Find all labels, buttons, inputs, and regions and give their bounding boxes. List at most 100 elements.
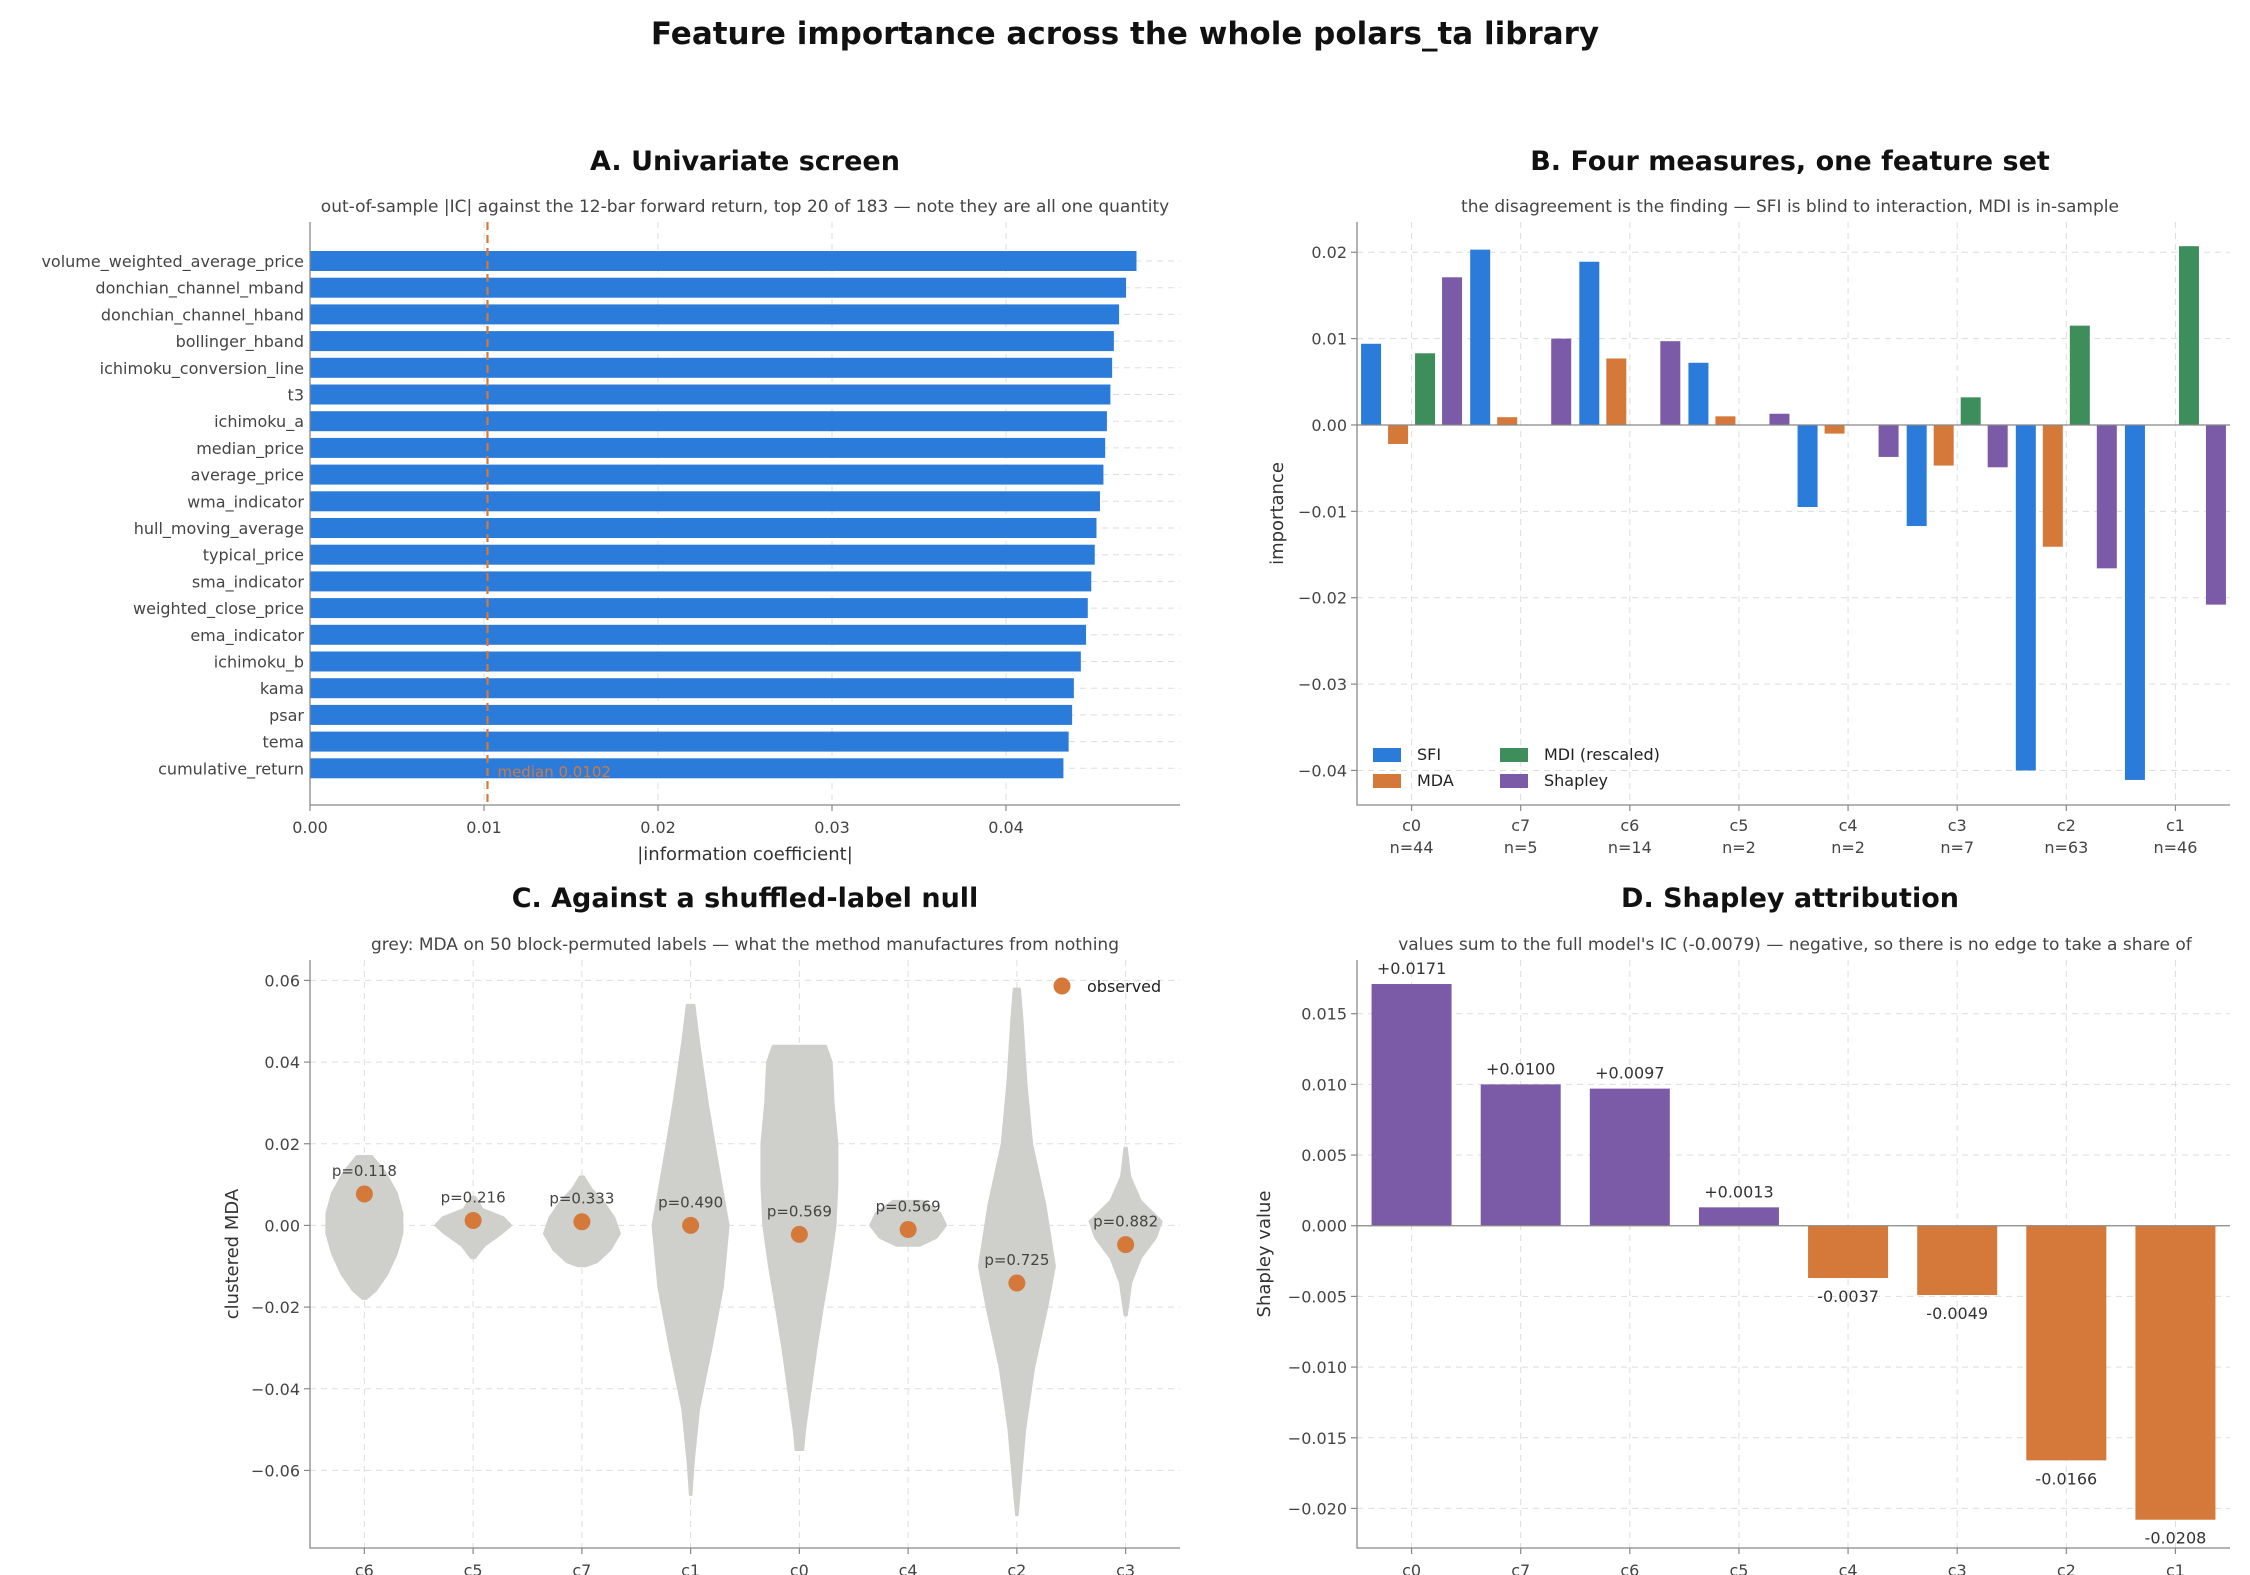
panel-a-category-label: psar [269, 706, 304, 725]
panel-d-bar [1698, 1207, 1779, 1226]
panel-d-category-label: c2 [2057, 1561, 2076, 1575]
panel-d-ytick-label: −0.005 [1288, 1287, 1347, 1306]
panel-d-bar [1589, 1088, 1670, 1226]
panel-d-ytick-label: 0.015 [1301, 1005, 1347, 1024]
panel-c-category-label: c4 [899, 1561, 918, 1575]
panel-a-xlabel: |information coefficient| [637, 844, 853, 865]
panel-b-bar [2096, 424, 2117, 569]
panel-c-ytick-label: −0.06 [251, 1461, 300, 1480]
panel-b-title: B. Four measures, one feature set [1530, 146, 2050, 177]
panel-b-category-count: n=63 [2044, 838, 2088, 857]
panel-b-bar [2042, 424, 2063, 547]
panel-b-legend-swatch [1500, 774, 1528, 788]
panel-d-value-label: -0.0037 [1817, 1287, 1879, 1306]
panel-b-bar [1824, 424, 1845, 434]
panel-b-category-label: c4 [1839, 816, 1858, 835]
panel-c-null-violin [1088, 1146, 1163, 1317]
panel-c-p-value: p=0.333 [549, 1190, 614, 1208]
panel-b-bar [2178, 246, 2199, 425]
panel-a-category-label: wma_indicator [187, 492, 304, 512]
panel-a-subtitle: out-of-sample |IC| against the 12-bar fo… [321, 197, 1169, 217]
panel-a-category-label: ichimoku_b [214, 653, 304, 673]
panel-b-category-count: n=2 [1831, 838, 1865, 857]
panel-b-category-label: c0 [1402, 816, 1421, 835]
panel-a-category-label: weighted_close_price [133, 599, 304, 619]
panel-b-ytick-label: −0.03 [1298, 675, 1347, 694]
panel-b-ylabel: importance [1267, 462, 1288, 565]
panel-b-bar [2124, 424, 2145, 780]
panel-d-ytick-label: 0.010 [1301, 1075, 1347, 1094]
panel-b-bar [1933, 424, 1954, 466]
panel-a-category-label: volume_weighted_average_price [41, 252, 304, 272]
panel-d-value-label: -0.0166 [2035, 1469, 2097, 1488]
panel-d-value-label: +0.0097 [1595, 1064, 1664, 1083]
panel-c-ytick-label: 0.06 [264, 971, 300, 990]
figure-title: Feature importance across the whole pola… [650, 16, 1600, 52]
panel-a-bar [310, 384, 1111, 405]
panel-a-category-label: sma_indicator [192, 572, 305, 592]
panel-a-xtick-label: 0.00 [292, 818, 328, 837]
panel-c-p-value: p=0.490 [658, 1193, 723, 1211]
panel-d-value-label: +0.0171 [1377, 959, 1446, 978]
panel-a-bar [310, 651, 1081, 672]
panel-b-bar [1797, 424, 1818, 508]
panel-a-bar [310, 731, 1069, 752]
panel-b-category-label: c2 [2057, 816, 2076, 835]
panel-a-bar [310, 411, 1107, 432]
panel-d-bar [1917, 1225, 1998, 1295]
panel-b-ytick-label: −0.01 [1298, 502, 1347, 521]
panel-c-p-value: p=0.569 [876, 1198, 941, 1216]
panel-d-ytick-label: −0.010 [1288, 1358, 1347, 1377]
panel-b-category-label: c6 [1620, 816, 1639, 835]
panel-b-bar [1388, 424, 1409, 444]
panel-b-bar [1878, 424, 1899, 457]
panel-a-bar [310, 331, 1114, 352]
panel-c-ytick-label: 0.04 [264, 1053, 300, 1072]
panel-c-p-value: p=0.569 [767, 1202, 832, 1220]
panel-c-null-violin [325, 1155, 404, 1300]
panel-b-legend-swatch [1500, 748, 1528, 762]
panel-a-category-label: ichimoku_conversion_line [100, 359, 304, 379]
panel-b-category-count: n=46 [2153, 838, 2197, 857]
panel-b-bar [2069, 325, 2090, 425]
panel-a-bar [310, 598, 1088, 619]
panel-b-category-count: n=14 [1608, 838, 1652, 857]
panel-c-p-value: p=0.882 [1093, 1213, 1158, 1231]
panel-d-value-label: -0.0208 [2145, 1529, 2207, 1548]
panel-d-bar [1480, 1084, 1561, 1226]
panel-c-observed-point [1008, 1274, 1026, 1292]
panel-a-bar [310, 277, 1127, 298]
panel-b-bar [1987, 424, 2008, 468]
panel-c-ytick-label: −0.04 [251, 1380, 300, 1399]
panel-b-bar [1769, 413, 1790, 425]
panel-d-subtitle: values sum to the full model's IC (-0.00… [1398, 935, 2193, 955]
panel-c-null-violin [651, 1003, 730, 1496]
panel-a-category-label: ema_indicator [190, 626, 304, 646]
panel-c-category-label: c5 [464, 1561, 483, 1575]
panel-d-ytick-label: −0.020 [1288, 1499, 1347, 1518]
panel-a-bar [310, 251, 1137, 271]
panel-b-category-label: c5 [1729, 816, 1748, 835]
panel-c-ytick-label: −0.02 [251, 1298, 300, 1317]
panel-b-bar [2015, 424, 2036, 771]
panel-a-bar [310, 678, 1074, 699]
panel-b-ytick-label: −0.02 [1298, 589, 1347, 608]
panel-b-subtitle: the disagreement is the finding — SFI is… [1461, 197, 2119, 217]
panel-c-legend-marker [1053, 977, 1071, 995]
panel-b-bar [1579, 261, 1600, 425]
panel-d-category-label: c3 [1948, 1561, 1967, 1575]
panel-b-bar [1960, 397, 1981, 425]
panel-a-axes [309, 222, 1180, 806]
panel-c-ylabel: clustered MDA [222, 1188, 243, 1319]
panel-c-observed-point [464, 1212, 482, 1230]
panel-d-axes [1356, 960, 2230, 1549]
panel-a-category-label: donchian_channel_mband [95, 279, 304, 299]
panel-c-observed-point [1117, 1236, 1135, 1254]
panel-a-category-label: ichimoku_a [214, 412, 304, 432]
panel-a-xtick-label: 0.02 [640, 818, 676, 837]
panel-b-legend-swatch [1373, 774, 1401, 788]
panel-b-bar [1497, 417, 1518, 425]
panel-d-ytick-label: 0.000 [1301, 1217, 1347, 1236]
panel-b-legend-label: MDI (rescaled) [1544, 745, 1660, 764]
